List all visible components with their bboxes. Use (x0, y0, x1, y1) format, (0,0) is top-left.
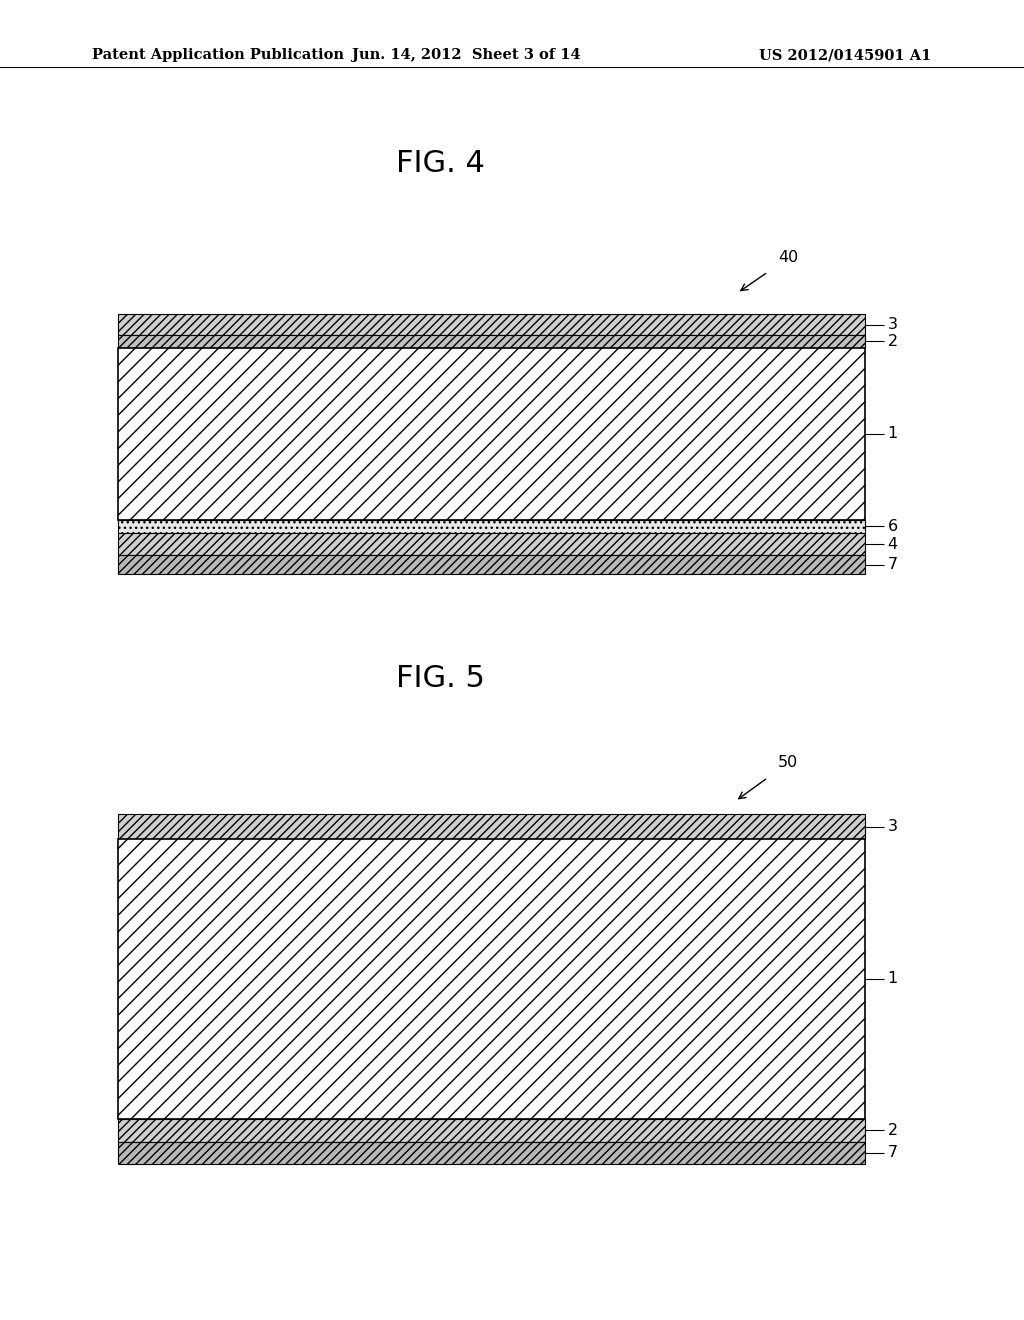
Bar (118, 1142, 865, 1164)
Text: 2: 2 (888, 1122, 897, 1138)
Text: 2: 2 (888, 334, 897, 348)
Bar (118, 533, 865, 556)
Text: 7: 7 (888, 557, 897, 573)
Text: FIG. 4: FIG. 4 (396, 149, 484, 178)
Text: Jun. 14, 2012  Sheet 3 of 14: Jun. 14, 2012 Sheet 3 of 14 (351, 49, 581, 62)
Text: 40: 40 (778, 249, 799, 265)
Bar (118, 314, 865, 335)
Bar (118, 1119, 865, 1142)
Text: 3: 3 (888, 820, 897, 834)
Text: US 2012/0145901 A1: US 2012/0145901 A1 (760, 49, 932, 62)
Bar (118, 840, 865, 1119)
Text: 7: 7 (888, 1146, 897, 1160)
Text: 4: 4 (888, 537, 897, 552)
Text: 1: 1 (888, 426, 898, 441)
Bar (118, 520, 865, 533)
Text: FIG. 5: FIG. 5 (396, 664, 484, 693)
Text: 50: 50 (778, 755, 799, 771)
Text: Patent Application Publication: Patent Application Publication (92, 49, 344, 62)
Text: 3: 3 (888, 317, 897, 333)
Bar (118, 814, 865, 840)
Bar (118, 348, 865, 520)
Text: 6: 6 (888, 519, 897, 533)
Bar (118, 335, 865, 348)
Bar (118, 556, 865, 574)
Text: 1: 1 (888, 972, 898, 986)
